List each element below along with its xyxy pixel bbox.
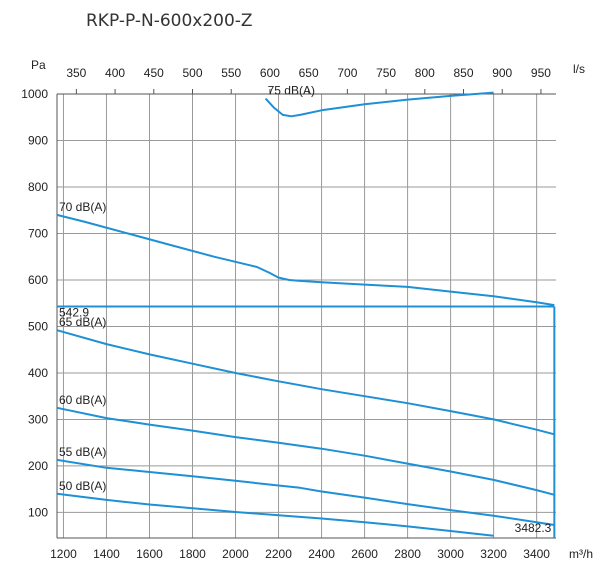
series-line-2 — [56, 213, 555, 307]
series-line-5 — [56, 458, 555, 526]
y-tick-label: 300 — [28, 412, 48, 426]
x-tick-label: 2400 — [308, 547, 335, 561]
y-unit-label: Pa — [31, 58, 46, 72]
x-tick-label: 2200 — [265, 547, 292, 561]
series-label-5: 55 dB(A) — [59, 445, 106, 459]
x-tick-label: 3000 — [437, 547, 464, 561]
x-tick-label: 1200 — [50, 547, 77, 561]
x-tick-label: 2600 — [351, 547, 378, 561]
curve-labels: 75 dB(A) 70 dB(A) 65 dB(A) 60 dB(A) 55 dB(A)… — [59, 84, 315, 493]
x-top-tick-label: 650 — [299, 66, 319, 80]
x-bottom-unit-label: m³/h — [569, 547, 593, 561]
series-label-1: 75 dB(A) — [268, 84, 315, 98]
x-top-tick-label: 500 — [182, 66, 202, 80]
x-top-tick-label: 600 — [260, 66, 280, 80]
x-tick-label: 3200 — [480, 547, 507, 561]
series-line-1 — [264, 91, 494, 118]
y-tick-label: 900 — [28, 133, 48, 147]
y-tick-label: 200 — [28, 459, 48, 473]
series-line-4 — [56, 406, 555, 496]
x-top-tick-label: 950 — [531, 66, 551, 80]
x-tick-label: 1400 — [93, 547, 120, 561]
x-top-tick-label: 900 — [492, 66, 512, 80]
y-tick-label: 1000 — [21, 87, 48, 101]
tick-labels: 100 200 300 400 500 600 700 800 900 1000 1200 1400 1… — [21, 66, 551, 561]
x-top-tick-label: 450 — [144, 66, 164, 80]
x-tick-label: 2000 — [222, 547, 249, 561]
y-tick-label: 400 — [28, 366, 48, 380]
series-line-6 — [56, 492, 494, 537]
x-top-tick-label: 750 — [376, 66, 396, 80]
x-tick-label: 2800 — [394, 547, 421, 561]
grid — [57, 93, 556, 538]
y-tick-label: 500 — [28, 319, 48, 333]
y-tick-label: 100 — [28, 505, 48, 519]
series-line-3 — [56, 329, 555, 436]
y-tick-label: 600 — [28, 273, 48, 287]
x-top-tick-label: 400 — [105, 66, 125, 80]
operating-point: 542.9 3482.3 — [57, 305, 556, 538]
series-label-6: 50 dB(A) — [59, 479, 106, 493]
y-tick-label: 800 — [28, 180, 48, 194]
x-tick-label: 1800 — [179, 547, 206, 561]
x-tick-label: 3400 — [523, 547, 550, 561]
series-label-2: 70 dB(A) — [59, 200, 106, 214]
x-top-unit-label: l/s — [573, 62, 585, 76]
operating-point-y-label: 542.9 — [59, 306, 89, 320]
series-lines — [56, 91, 555, 537]
series-label-4: 60 dB(A) — [59, 393, 106, 407]
chart-title: RKP-P-N-600x200-Z — [86, 11, 253, 31]
x-top-tick-label: 850 — [453, 66, 473, 80]
x-top-tick-label: 700 — [337, 66, 357, 80]
x-top-tick-label: 550 — [221, 66, 241, 80]
x-top-tick-label: 800 — [415, 66, 435, 80]
operating-point-x-label: 3482.3 — [515, 521, 552, 535]
x-tick-label: 1600 — [136, 547, 163, 561]
series-label-3: 65 dB(A) — [59, 315, 106, 329]
x-top-tick-label: 350 — [66, 66, 86, 80]
y-tick-label: 700 — [28, 226, 48, 240]
